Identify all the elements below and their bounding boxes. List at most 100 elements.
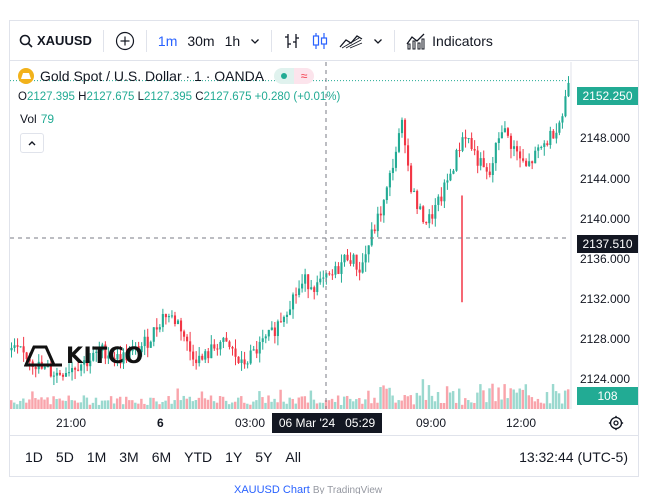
volume-bar: [46, 397, 49, 409]
volume-bar: [433, 401, 437, 409]
volume-bar: [76, 402, 80, 409]
volume-bar: [358, 397, 361, 409]
volume-bar: [554, 391, 558, 409]
volume-bar: [300, 396, 304, 409]
volume-bar: [297, 397, 300, 409]
range-1m[interactable]: 1M: [86, 448, 107, 465]
volume-bar: [79, 402, 83, 409]
volume-bar: [430, 395, 434, 409]
candle-body: [413, 190, 416, 192]
candle-body: [216, 348, 219, 350]
candle-body: [464, 137, 467, 139]
time-axis[interactable]: 21:00 6 03:00 09:00 12:00 06 Mar '24 05:…: [10, 409, 638, 435]
range-1d[interactable]: 1D: [25, 448, 43, 465]
volume-bar: [439, 402, 443, 409]
candle-body: [234, 348, 237, 357]
candle-body: [113, 357, 116, 360]
timeframe-dropdown[interactable]: [245, 27, 265, 55]
price-chart[interactable]: [10, 62, 638, 409]
candle-body: [476, 150, 479, 166]
symbol-search[interactable]: XAUUSD: [10, 27, 97, 55]
timezone-clock[interactable]: 13:32:44 (UTC-5): [519, 449, 628, 465]
volume-bar: [530, 397, 534, 409]
candle-body: [334, 266, 337, 275]
volume-bar: [436, 392, 440, 409]
range-5y[interactable]: 5Y: [255, 448, 273, 465]
volume-bar: [103, 400, 107, 409]
volume-value: 79: [40, 112, 55, 126]
candle-body: [455, 149, 458, 171]
candle-body: [400, 119, 404, 134]
candle-body: [16, 345, 19, 347]
range-5d[interactable]: 5D: [55, 448, 74, 465]
candle-body: [449, 173, 452, 181]
volume-bar: [137, 403, 140, 409]
chart-style-dropdown[interactable]: [368, 27, 388, 55]
volume-bar: [25, 402, 28, 409]
candle-body: [86, 360, 89, 367]
kitco-bars-icon: [24, 345, 62, 366]
volume-bar: [376, 402, 379, 409]
candle-body: [189, 341, 192, 352]
volume-bar: [140, 398, 143, 409]
open-value: 2127.395: [26, 91, 75, 103]
candle-body: [140, 346, 143, 353]
candle-body: [22, 346, 25, 353]
candle-body: [373, 229, 376, 232]
search-icon: [19, 34, 33, 48]
range-all[interactable]: All: [285, 448, 301, 465]
volume-bar: [40, 397, 43, 409]
volume-bar: [112, 403, 116, 409]
candle-body: [249, 350, 252, 364]
bar-style-button[interactable]: [278, 27, 306, 55]
candle-body: [555, 132, 558, 139]
candle-body: [537, 147, 540, 151]
candle-body: [55, 372, 58, 376]
compare-button[interactable]: [110, 27, 140, 55]
volume-bar: [291, 398, 294, 409]
candle-body: [506, 128, 510, 136]
candle-body: [376, 213, 379, 232]
range-1y[interactable]: 1Y: [225, 448, 243, 465]
indicators-button[interactable]: Indicators: [401, 27, 498, 55]
volume-bar: [10, 400, 13, 409]
volume-bar: [470, 402, 473, 409]
volume-bar: [482, 390, 485, 409]
candle-body: [231, 346, 234, 349]
volume-bar: [406, 396, 409, 409]
area-style-button[interactable]: [334, 27, 368, 55]
range-6m[interactable]: 6M: [151, 448, 172, 465]
range-3m[interactable]: 3M: [119, 448, 139, 465]
candle-body: [431, 214, 434, 219]
timeframe-1h[interactable]: 1h: [224, 32, 241, 49]
add-circle-icon: [115, 31, 135, 50]
volume-bar: [421, 379, 425, 409]
candles-style-button[interactable]: [306, 27, 334, 55]
crosshair-price-label: 2137.510: [577, 235, 638, 253]
volume-bar: [342, 396, 346, 409]
price-tick: 2140.000: [579, 212, 630, 226]
candle-body: [110, 355, 113, 358]
collapse-legend-button[interactable]: [20, 133, 44, 153]
chart-link[interactable]: XAUUSD Chart: [234, 484, 310, 494]
candle-body: [131, 348, 134, 352]
timeframe-1m[interactable]: 1m: [157, 32, 178, 49]
candle-body: [170, 315, 174, 317]
candle-body: [355, 254, 358, 270]
chart-settings-button[interactable]: [608, 415, 624, 434]
price-tick: 2136.000: [579, 252, 630, 266]
candle-body: [367, 245, 370, 255]
timeframe-30m[interactable]: 30m: [187, 32, 215, 49]
high-value: 2127.675: [86, 91, 135, 103]
volume-bar: [385, 388, 388, 409]
volume-bar: [261, 397, 264, 409]
volume-bar: [454, 402, 458, 409]
range-ytd[interactable]: YTD: [184, 448, 213, 465]
price-tick: 2132.000: [579, 292, 630, 306]
chart-area[interactable]: Gold Spot / U.S. Dollar · 1 · OANDA ≈ O2…: [10, 62, 638, 409]
delayed-data-icon[interactable]: ≈: [294, 68, 315, 84]
volume-bar: [427, 385, 431, 409]
candle-body: [346, 254, 349, 261]
chevron-up-icon: [28, 141, 36, 146]
market-open-icon[interactable]: [274, 68, 295, 84]
